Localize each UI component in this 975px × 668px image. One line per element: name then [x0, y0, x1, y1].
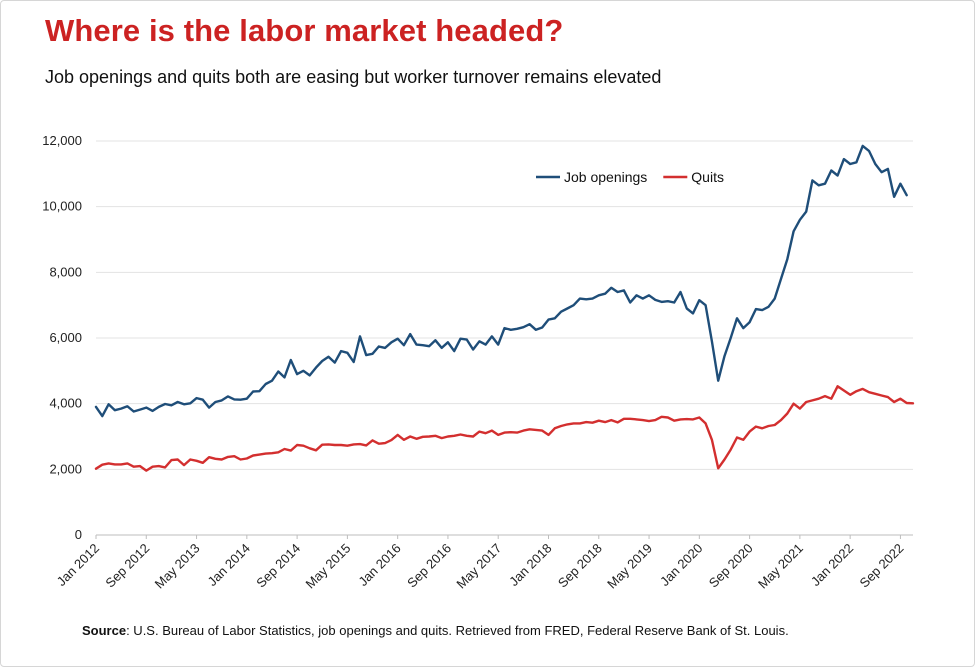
y-tick-label: 0: [75, 527, 82, 542]
x-tick-label: Sep 2018: [555, 541, 605, 591]
series-lines: [94, 144, 915, 472]
y-tick-label: 6,000: [49, 330, 82, 345]
x-tick-label: May 2019: [604, 541, 655, 592]
series-line-job-openings: [94, 144, 908, 418]
x-tick-label: Jan 2012: [54, 541, 102, 589]
x-tick-label: Jan 2022: [808, 541, 856, 589]
x-tick-label: May 2015: [303, 541, 354, 592]
x-tick-label: May 2021: [755, 541, 806, 592]
x-tick-label: Sep 2012: [102, 541, 152, 591]
x-tick-label: Jan 2020: [657, 541, 705, 589]
y-tick-label: 4,000: [49, 396, 82, 411]
y-tick-label: 2,000: [49, 461, 82, 476]
x-tick-label: Sep 2016: [404, 541, 454, 591]
x-tick-label: May 2013: [152, 541, 203, 592]
y-tick-label: 8,000: [49, 264, 82, 279]
y-tick-label: 12,000: [42, 133, 82, 148]
x-tick-label: Sep 2014: [253, 541, 303, 591]
x-tick-label: Jan 2016: [355, 541, 403, 589]
chart-subtitle: Job openings and quits both are easing b…: [45, 67, 662, 87]
x-tick-label: May 2017: [453, 541, 504, 592]
source-note: Source: U.S. Bureau of Labor Statistics,…: [82, 623, 789, 638]
chart-title: Where is the labor market headed?: [45, 13, 564, 48]
x-tick-label: Jan 2014: [205, 541, 253, 589]
x-tick-label: Jan 2018: [506, 541, 554, 589]
gridlines: [95, 140, 913, 539]
legend: Job openings Quits: [536, 169, 724, 185]
x-tick-label: Sep 2020: [706, 541, 756, 591]
source-text: : U.S. Bureau of Labor Statistics, job o…: [126, 623, 789, 638]
x-tick-label: Sep 2022: [857, 541, 907, 591]
legend-label-quits: Quits: [691, 169, 724, 185]
series-line-quits: [94, 385, 915, 472]
source-label: Source: [82, 623, 127, 638]
x-axis-ticks: Jan 2012 Sep 2012 May 2013 Jan 2014 Sep 2014…: [54, 541, 907, 592]
legend-label-job-openings: Job openings: [564, 169, 647, 185]
y-axis-ticks: 0 2,000 4,000 6,000 8,000 10,000 12,000: [42, 133, 82, 542]
y-tick-label: 10,000: [42, 199, 82, 214]
